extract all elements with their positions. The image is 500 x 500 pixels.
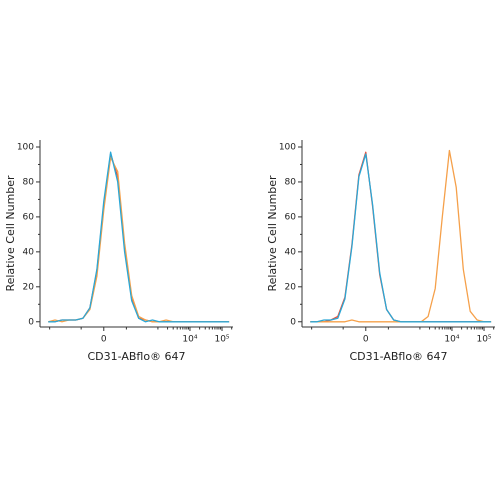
y-axis-label: Relative Cell Number: [266, 175, 279, 292]
y-axis-label: Relative Cell Number: [4, 175, 17, 292]
y-tick-label: 40: [23, 247, 35, 257]
histogram-line: [310, 153, 492, 323]
y-tick-label: 100: [279, 142, 296, 152]
y-tick-label: 0: [290, 317, 296, 327]
x-tick-label: 10⁴: [444, 335, 459, 345]
histogram-line: [48, 156, 230, 323]
y-tick-label: 60: [23, 212, 35, 222]
x-axis-label: CD31-ABflo® 647: [87, 350, 185, 363]
x-axis-label: CD31-ABflo® 647: [349, 350, 447, 363]
x-tick-label: 0: [101, 335, 107, 345]
y-tick-label: 20: [285, 282, 297, 292]
y-tick-label: 80: [285, 177, 297, 187]
y-tick-label: 40: [285, 247, 297, 257]
histogram-line: [48, 151, 230, 323]
y-tick-label: 20: [23, 282, 35, 292]
y-tick-label: 100: [17, 142, 34, 152]
histogram-line: [48, 153, 230, 323]
x-tick-label: 10⁵: [476, 335, 491, 345]
x-tick-label: 10⁵: [214, 335, 229, 345]
x-tick-label: 10⁴: [182, 335, 197, 345]
y-tick-label: 60: [285, 212, 297, 222]
y-tick-label: 0: [28, 317, 34, 327]
histogram-line: [310, 149, 492, 323]
x-tick-label: 0: [363, 335, 369, 345]
y-tick-label: 80: [23, 177, 35, 187]
histogram-line: [310, 151, 492, 323]
